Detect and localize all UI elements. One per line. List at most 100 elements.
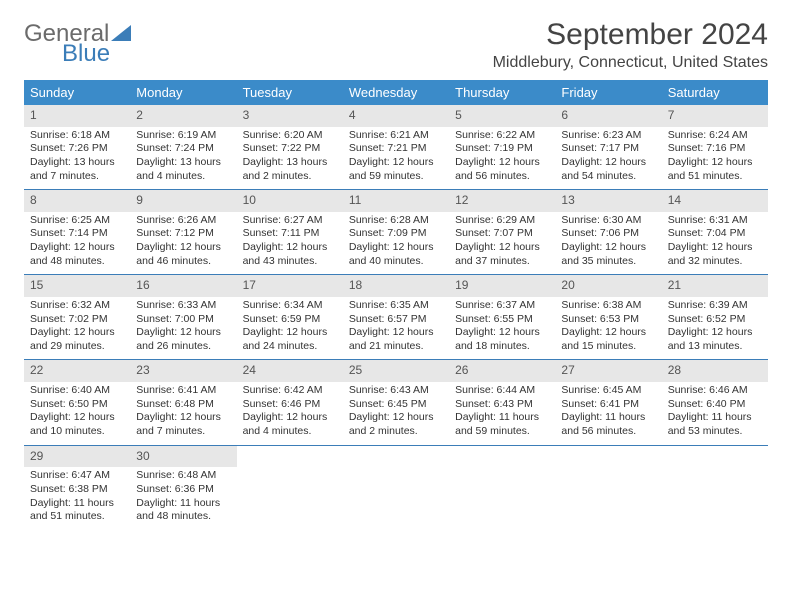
sunset-text: Sunset: 6:53 PM (561, 313, 655, 327)
sunset-text: Sunset: 7:06 PM (561, 227, 655, 241)
day-body: Sunrise: 6:28 AMSunset: 7:09 PMDaylight:… (343, 212, 449, 275)
sunset-text: Sunset: 6:43 PM (455, 398, 549, 412)
day-cell: 12Sunrise: 6:29 AMSunset: 7:07 PMDayligh… (449, 190, 555, 274)
day-number: 26 (449, 360, 555, 382)
daylight-text: Daylight: 12 hours and 59 minutes. (349, 156, 443, 183)
day-cell (555, 446, 661, 530)
day-cell: 4Sunrise: 6:21 AMSunset: 7:21 PMDaylight… (343, 105, 449, 189)
day-cell: 13Sunrise: 6:30 AMSunset: 7:06 PMDayligh… (555, 190, 661, 274)
day-body: Sunrise: 6:27 AMSunset: 7:11 PMDaylight:… (237, 212, 343, 275)
day-body: Sunrise: 6:24 AMSunset: 7:16 PMDaylight:… (662, 127, 768, 190)
sunset-text: Sunset: 6:40 PM (668, 398, 762, 412)
daylight-text: Daylight: 12 hours and 51 minutes. (668, 156, 762, 183)
daylight-text: Daylight: 13 hours and 7 minutes. (30, 156, 124, 183)
day-body: Sunrise: 6:18 AMSunset: 7:26 PMDaylight:… (24, 127, 130, 190)
sunset-text: Sunset: 7:04 PM (668, 227, 762, 241)
sunset-text: Sunset: 7:12 PM (136, 227, 230, 241)
day-cell: 23Sunrise: 6:41 AMSunset: 6:48 PMDayligh… (130, 360, 236, 444)
day-number: 20 (555, 275, 661, 297)
day-body: Sunrise: 6:48 AMSunset: 6:36 PMDaylight:… (130, 467, 236, 530)
day-body: Sunrise: 6:38 AMSunset: 6:53 PMDaylight:… (555, 297, 661, 360)
sunrise-text: Sunrise: 6:26 AM (136, 214, 230, 228)
logo-triangle-icon (111, 25, 131, 41)
sunrise-text: Sunrise: 6:33 AM (136, 299, 230, 313)
day-number: 9 (130, 190, 236, 212)
day-cell: 18Sunrise: 6:35 AMSunset: 6:57 PMDayligh… (343, 275, 449, 359)
daylight-text: Daylight: 12 hours and 4 minutes. (243, 411, 337, 438)
daylight-text: Daylight: 12 hours and 15 minutes. (561, 326, 655, 353)
sunrise-text: Sunrise: 6:41 AM (136, 384, 230, 398)
sunset-text: Sunset: 7:16 PM (668, 142, 762, 156)
sunrise-text: Sunrise: 6:38 AM (561, 299, 655, 313)
day-body: Sunrise: 6:23 AMSunset: 7:17 PMDaylight:… (555, 127, 661, 190)
day-cell: 15Sunrise: 6:32 AMSunset: 7:02 PMDayligh… (24, 275, 130, 359)
day-header: Thursday (449, 80, 555, 105)
day-cell: 1Sunrise: 6:18 AMSunset: 7:26 PMDaylight… (24, 105, 130, 189)
week-row: 15Sunrise: 6:32 AMSunset: 7:02 PMDayligh… (24, 274, 768, 359)
day-number: 27 (555, 360, 661, 382)
day-header: Friday (555, 80, 661, 105)
sunset-text: Sunset: 7:21 PM (349, 142, 443, 156)
day-number: 14 (662, 190, 768, 212)
sunset-text: Sunset: 6:48 PM (136, 398, 230, 412)
sunrise-text: Sunrise: 6:44 AM (455, 384, 549, 398)
sunrise-text: Sunrise: 6:22 AM (455, 129, 549, 143)
day-number: 18 (343, 275, 449, 297)
calendar: SundayMondayTuesdayWednesdayThursdayFrid… (24, 80, 768, 530)
sunset-text: Sunset: 6:50 PM (30, 398, 124, 412)
sunrise-text: Sunrise: 6:37 AM (455, 299, 549, 313)
sunrise-text: Sunrise: 6:18 AM (30, 129, 124, 143)
day-cell: 3Sunrise: 6:20 AMSunset: 7:22 PMDaylight… (237, 105, 343, 189)
day-cell: 6Sunrise: 6:23 AMSunset: 7:17 PMDaylight… (555, 105, 661, 189)
day-header: Tuesday (237, 80, 343, 105)
sunset-text: Sunset: 6:41 PM (561, 398, 655, 412)
sunrise-text: Sunrise: 6:30 AM (561, 214, 655, 228)
day-number: 16 (130, 275, 236, 297)
daylight-text: Daylight: 12 hours and 40 minutes. (349, 241, 443, 268)
day-number: 17 (237, 275, 343, 297)
daylight-text: Daylight: 13 hours and 4 minutes. (136, 156, 230, 183)
sunset-text: Sunset: 6:45 PM (349, 398, 443, 412)
day-cell: 5Sunrise: 6:22 AMSunset: 7:19 PMDaylight… (449, 105, 555, 189)
daylight-text: Daylight: 11 hours and 59 minutes. (455, 411, 549, 438)
day-cell: 2Sunrise: 6:19 AMSunset: 7:24 PMDaylight… (130, 105, 236, 189)
day-body: Sunrise: 6:20 AMSunset: 7:22 PMDaylight:… (237, 127, 343, 190)
day-body: Sunrise: 6:45 AMSunset: 6:41 PMDaylight:… (555, 382, 661, 445)
sunrise-text: Sunrise: 6:28 AM (349, 214, 443, 228)
day-body: Sunrise: 6:26 AMSunset: 7:12 PMDaylight:… (130, 212, 236, 275)
location: Middlebury, Connecticut, United States (493, 54, 768, 72)
day-cell: 7Sunrise: 6:24 AMSunset: 7:16 PMDaylight… (662, 105, 768, 189)
sunrise-text: Sunrise: 6:34 AM (243, 299, 337, 313)
day-body: Sunrise: 6:21 AMSunset: 7:21 PMDaylight:… (343, 127, 449, 190)
day-cell (237, 446, 343, 530)
day-body: Sunrise: 6:34 AMSunset: 6:59 PMDaylight:… (237, 297, 343, 360)
day-body: Sunrise: 6:47 AMSunset: 6:38 PMDaylight:… (24, 467, 130, 530)
day-body: Sunrise: 6:33 AMSunset: 7:00 PMDaylight:… (130, 297, 236, 360)
day-cell: 26 Sunrise: 6:44 AMSunset: 6:43 PMDayligh… (449, 360, 555, 444)
day-cell (343, 446, 449, 530)
day-number: 30 (130, 446, 236, 468)
day-cell: 29Sunrise: 6:47 AMSunset: 6:38 PMDayligh… (24, 446, 130, 530)
sunrise-text: Sunrise: 6:42 AM (243, 384, 337, 398)
day-cell: 9Sunrise: 6:26 AMSunset: 7:12 PMDaylight… (130, 190, 236, 274)
sunrise-text: Sunrise: 6:24 AM (668, 129, 762, 143)
daylight-text: Daylight: 12 hours and 56 minutes. (455, 156, 549, 183)
day-header: Saturday (662, 80, 768, 105)
daylight-text: Daylight: 12 hours and 26 minutes. (136, 326, 230, 353)
title-block: September 2024 Middlebury, Connecticut, … (493, 18, 768, 72)
day-number: 4 (343, 105, 449, 127)
sunrise-text: Sunrise: 6:21 AM (349, 129, 443, 143)
day-number: 2 (130, 105, 236, 127)
sunrise-text: Sunrise: 6:27 AM (243, 214, 337, 228)
day-number: 21 (662, 275, 768, 297)
day-number: 24 (237, 360, 343, 382)
day-cell: 10Sunrise: 6:27 AMSunset: 7:11 PMDayligh… (237, 190, 343, 274)
sunset-text: Sunset: 6:46 PM (243, 398, 337, 412)
sunset-text: Sunset: 6:57 PM (349, 313, 443, 327)
day-headers-row: SundayMondayTuesdayWednesdayThursdayFrid… (24, 80, 768, 105)
daylight-text: Daylight: 11 hours and 51 minutes. (30, 497, 124, 524)
day-cell: 14Sunrise: 6:31 AMSunset: 7:04 PMDayligh… (662, 190, 768, 274)
day-cell: 24 Sunrise: 6:42 AMSunset: 6:46 PMDayligh… (237, 360, 343, 444)
day-body: Sunrise: 6:25 AMSunset: 7:14 PMDaylight:… (24, 212, 130, 275)
logo: General Blue (24, 18, 131, 66)
